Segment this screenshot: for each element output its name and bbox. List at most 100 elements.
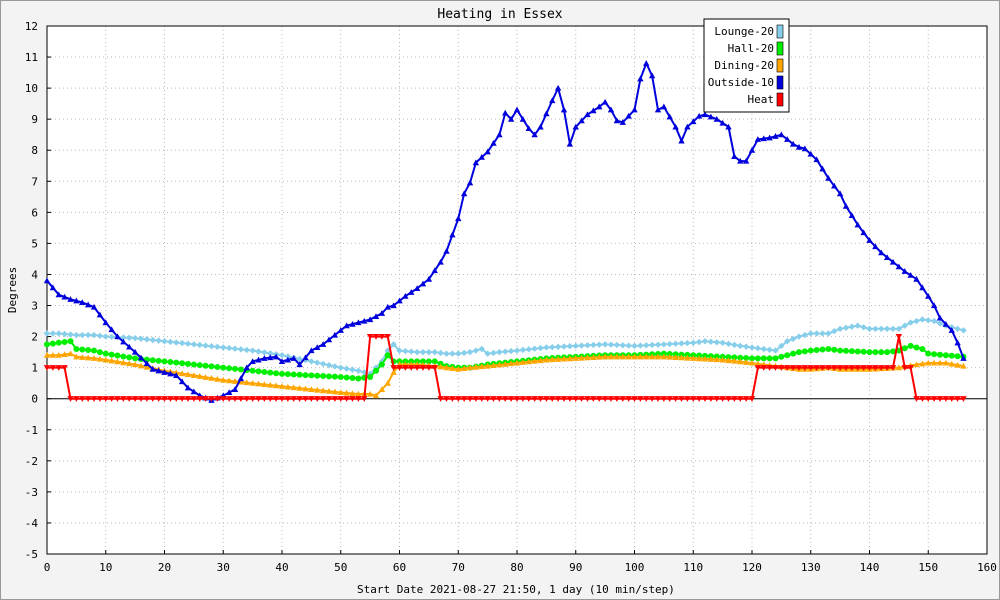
data-point: [772, 133, 779, 139]
data-point: [607, 341, 615, 348]
data-point: [525, 125, 532, 132]
data-point: [120, 353, 127, 360]
data-point: [284, 356, 292, 363]
data-point: [496, 396, 503, 402]
data-point: [84, 301, 92, 308]
data-point: [49, 284, 57, 291]
data-point: [549, 343, 556, 351]
data-point: [319, 387, 327, 394]
data-point: [678, 340, 685, 347]
data-point: [67, 396, 74, 402]
legend-swatch: [776, 75, 784, 90]
data-point: [73, 331, 80, 339]
data-point: [208, 343, 215, 350]
data-point: [925, 317, 932, 324]
data-point: [308, 396, 315, 402]
data-point: [161, 338, 168, 345]
data-point: [355, 396, 362, 402]
data-point: [384, 303, 391, 310]
x-tick-label: 10: [99, 561, 112, 574]
data-point: [355, 367, 362, 374]
data-point: [102, 333, 109, 340]
data-point: [525, 346, 532, 353]
data-point: [913, 317, 920, 325]
data-point: [549, 97, 556, 104]
data-point: [167, 338, 174, 346]
data-point: [320, 373, 327, 380]
data-point: [836, 325, 844, 333]
data-point: [143, 360, 151, 367]
data-point: [848, 212, 856, 219]
data-point: [836, 365, 844, 371]
data-point: [772, 365, 779, 371]
data-point: [73, 346, 80, 353]
data-point: [554, 84, 562, 91]
data-point: [231, 378, 239, 384]
data-point: [925, 350, 932, 357]
legend-label: Dining-20: [714, 59, 774, 72]
data-point: [137, 354, 145, 361]
data-point: [890, 348, 896, 355]
data-point: [325, 361, 333, 369]
data-point: [413, 348, 421, 356]
data-point: [460, 396, 468, 402]
data-point: [678, 137, 685, 144]
data-point: [801, 145, 809, 152]
data-point: [948, 396, 955, 402]
data-point: [179, 360, 186, 367]
data-point: [590, 354, 597, 360]
data-point: [61, 330, 68, 338]
data-point: [919, 396, 926, 402]
data-point: [79, 331, 86, 339]
data-point: [108, 396, 115, 402]
data-point: [772, 355, 779, 362]
data-point: [472, 396, 480, 402]
data-point: [543, 344, 550, 351]
data-point: [601, 98, 609, 105]
x-tick-label: 150: [918, 561, 938, 574]
data-point: [648, 396, 656, 402]
data-point: [178, 339, 186, 347]
data-point: [366, 316, 374, 323]
data-point: [566, 140, 574, 147]
data-point: [549, 396, 556, 402]
data-point: [831, 346, 838, 353]
data-point: [490, 396, 497, 402]
data-point: [831, 182, 838, 189]
data-point: [272, 382, 280, 389]
data-point: [73, 353, 80, 360]
data-point: [684, 396, 691, 402]
data-point: [819, 365, 826, 371]
data-point: [220, 396, 227, 402]
data-point: [308, 358, 315, 365]
data-point: [472, 347, 480, 354]
series-layer: [43, 60, 967, 403]
data-point: [907, 365, 914, 371]
data-point: [948, 352, 955, 359]
legend-label: Lounge-20: [714, 25, 774, 38]
legend-swatch: [776, 92, 784, 107]
x-tick-label: 140: [860, 561, 880, 574]
data-point: [719, 356, 726, 363]
data-point: [690, 339, 697, 346]
data-point: [948, 360, 955, 367]
data-point: [737, 157, 744, 164]
data-point: [584, 396, 591, 402]
data-point: [49, 352, 57, 358]
data-point: [466, 396, 474, 402]
data-point: [302, 354, 309, 361]
data-point: [284, 353, 292, 360]
data-point: [866, 325, 873, 333]
data-point: [707, 396, 715, 402]
data-point: [43, 277, 51, 284]
series-heat: [43, 334, 967, 402]
data-point: [719, 339, 726, 346]
data-point: [261, 355, 268, 361]
data-point: [942, 320, 950, 327]
data-point: [884, 349, 891, 356]
data-point: [684, 354, 691, 361]
data-point: [919, 284, 926, 291]
data-point: [948, 327, 955, 333]
data-point: [837, 347, 844, 354]
data-point: [173, 359, 180, 366]
